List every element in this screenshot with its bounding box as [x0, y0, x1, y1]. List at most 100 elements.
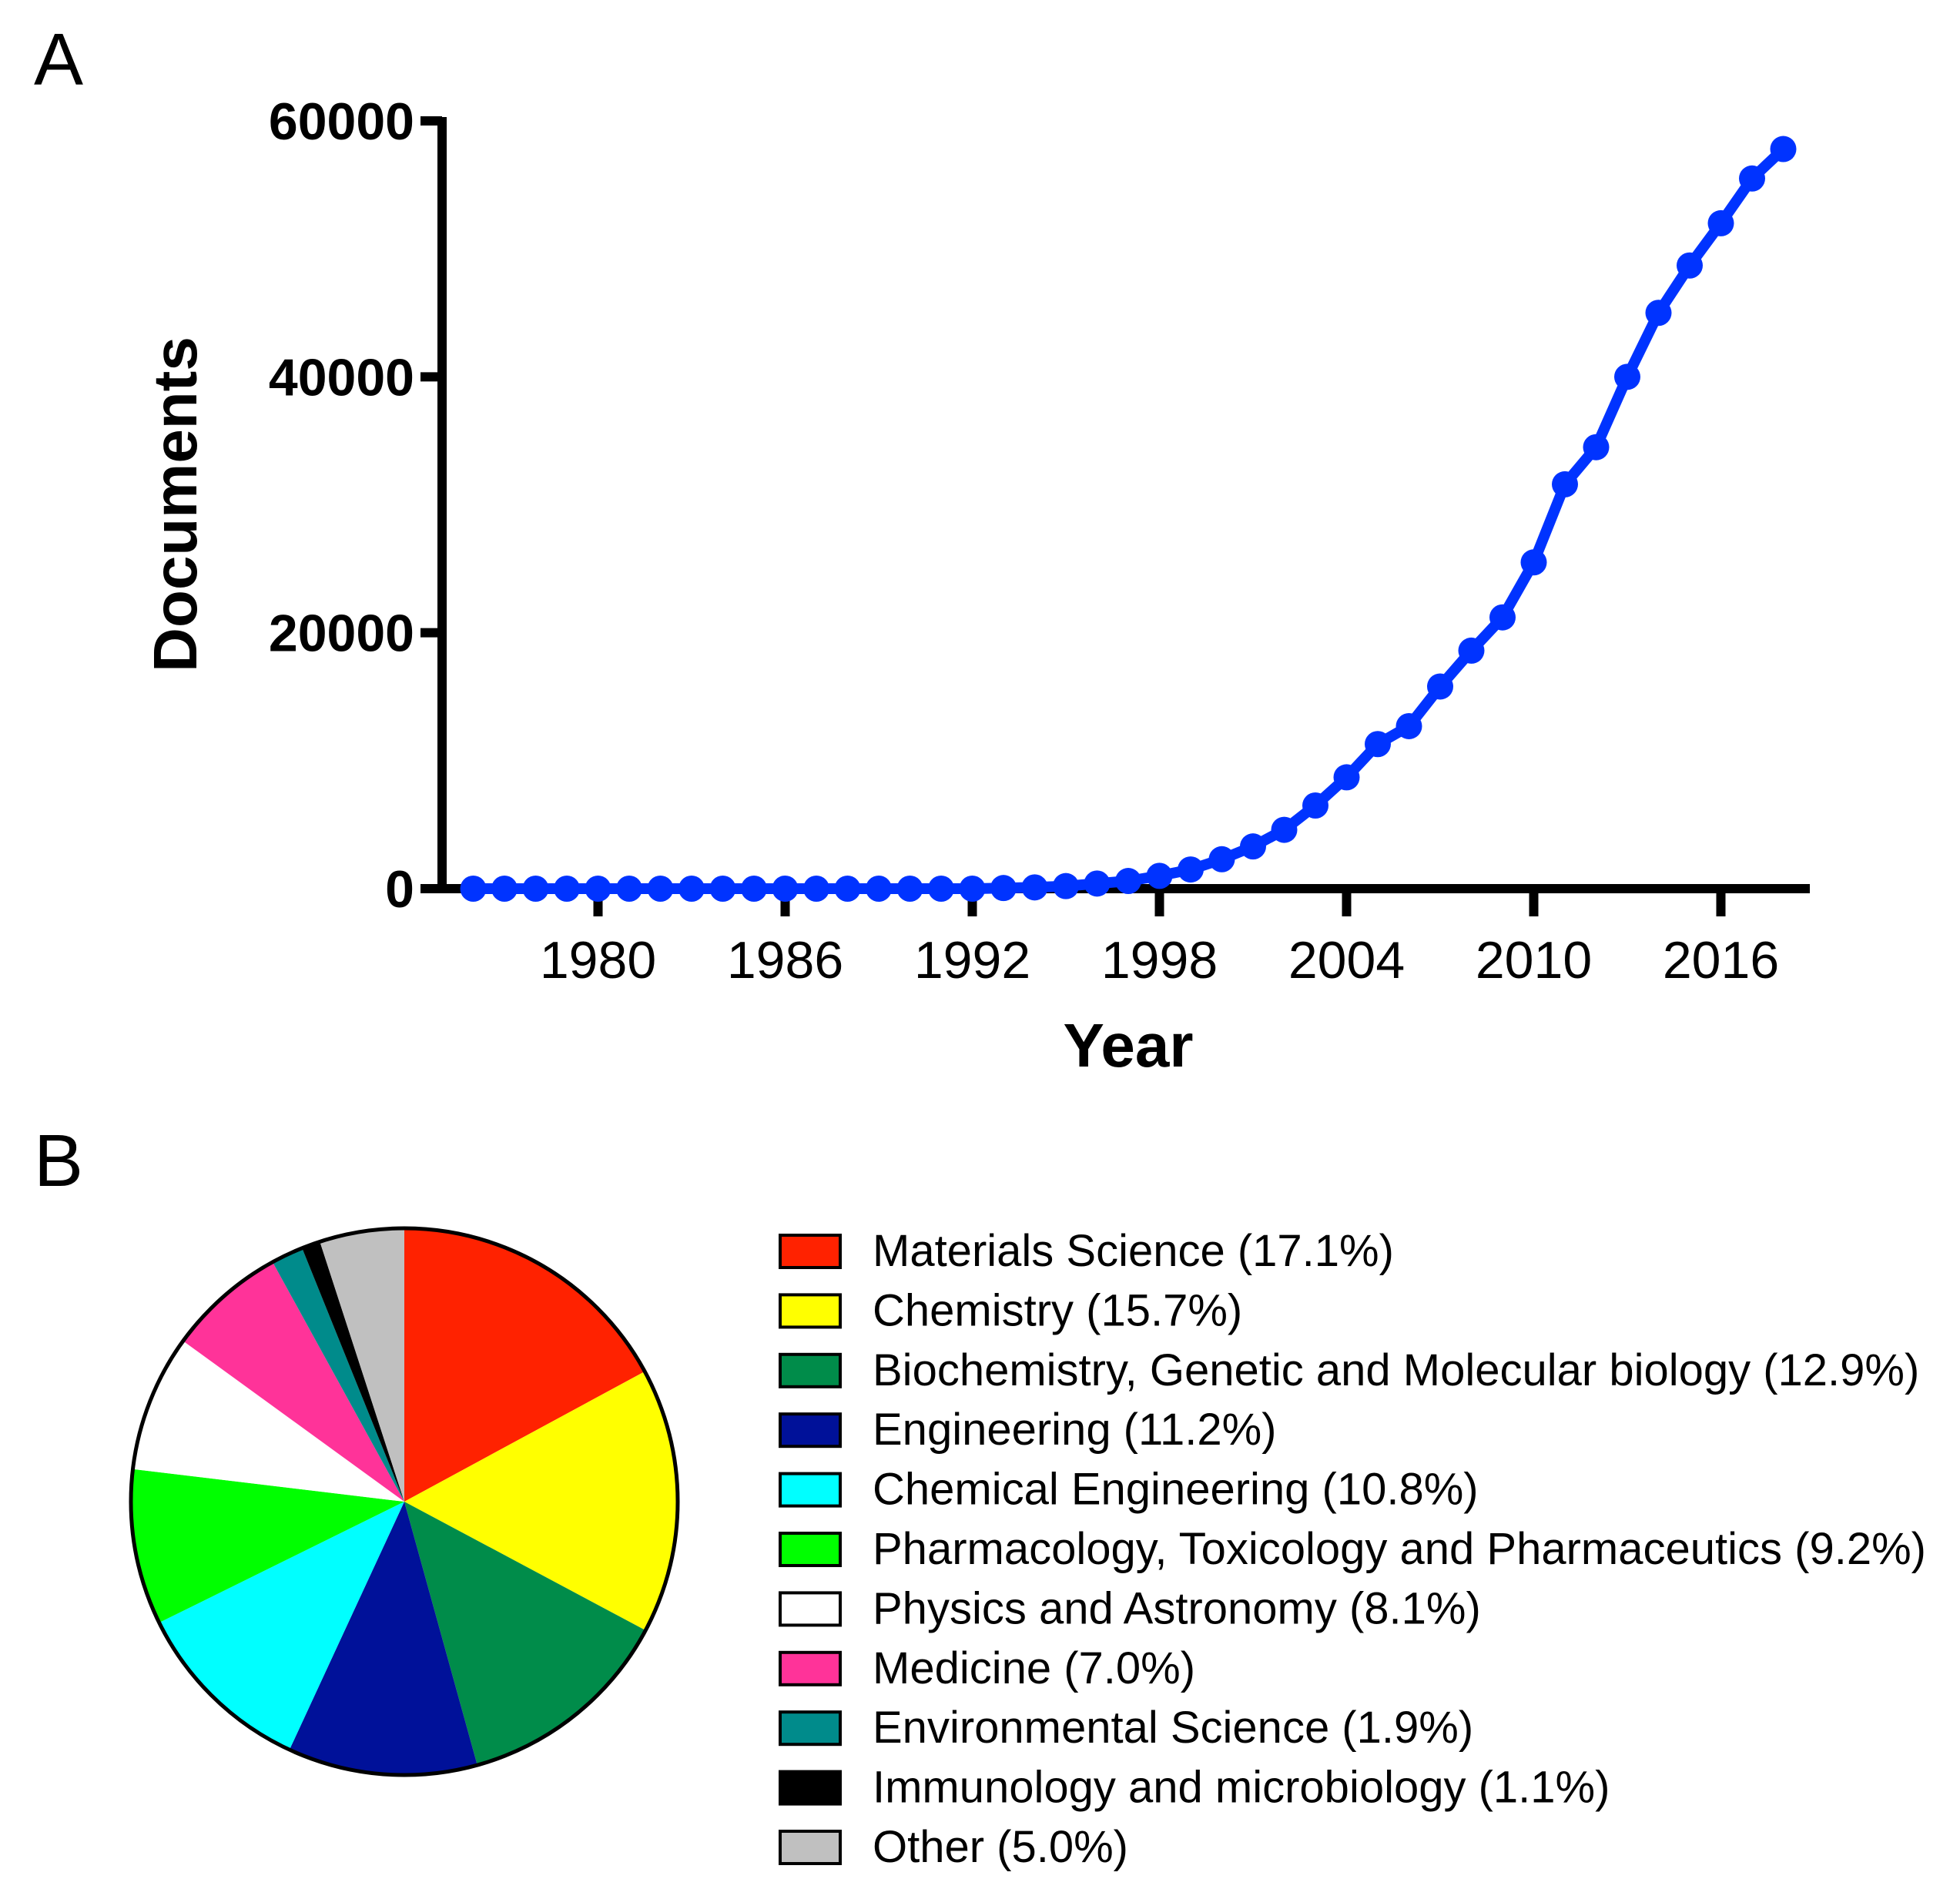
- pie-slice-environmental-science: [272, 1248, 404, 1502]
- panel-b: B Materials Science (17.1%) Chemistry (15…: [34, 1120, 1926, 1872]
- y-tick-label: 20000: [269, 605, 414, 663]
- pie-outline: [129, 1226, 680, 1777]
- legend-swatch-physics-and-astronomy: [779, 1591, 842, 1627]
- data-point: [834, 876, 861, 902]
- pie-slice-immunology-and-microbiology: [302, 1241, 404, 1502]
- pie-slice-pharmacology-toxicology-and-pharmaceutics: [131, 1469, 404, 1623]
- data-point: [1458, 637, 1485, 664]
- legend-label-environmental-science: Environmental Science (1.9%): [873, 1703, 1473, 1753]
- legend-swatch-chemical-engineering: [779, 1472, 842, 1508]
- x-tick-label: 1998: [1101, 931, 1218, 990]
- data-point: [1770, 136, 1797, 162]
- pie-chart: [129, 1226, 680, 1777]
- legend-label-other: Other (5.0%): [873, 1822, 1128, 1872]
- y-tick-label: 60000: [269, 92, 414, 151]
- data-point: [460, 876, 487, 902]
- legend: Materials Science (17.1%) Chemistry (15.7…: [779, 1226, 1926, 1872]
- data-point: [1395, 712, 1422, 739]
- data-point: [1365, 731, 1391, 758]
- x-tick-label: 1992: [914, 931, 1030, 990]
- legend-swatch-medicine: [779, 1650, 842, 1686]
- panel-a: A 0 20000 40000 60000 1980 1986 1992 1998 2004 2…: [34, 18, 1810, 1080]
- y-tick-label: 40000: [269, 348, 414, 407]
- data-point: [1021, 874, 1048, 901]
- panel-a-letter: A: [34, 18, 83, 101]
- x-tick-label: 1980: [540, 931, 656, 990]
- pie-slice-biochemistry-genetic-and-molecular-biology: [404, 1502, 646, 1766]
- legend-label-engineering: Engineering (11.2%): [873, 1405, 1276, 1455]
- x-tick-label: 1986: [727, 931, 843, 990]
- data-point: [1677, 252, 1703, 279]
- data-point: [1053, 872, 1079, 899]
- data-point: [1552, 471, 1578, 497]
- pie-slice-medicine: [183, 1261, 405, 1502]
- data-point: [803, 876, 829, 902]
- x-tick-label: 2010: [1476, 931, 1592, 990]
- data-point: [522, 876, 549, 902]
- data-point: [896, 876, 923, 902]
- y-axis-title: Documents: [141, 337, 209, 672]
- x-ticks: 1980 1986 1992 1998 2004 2010 2016: [540, 889, 1779, 990]
- legend-swatch-pharmacology-toxicology-and-pharmaceutics: [779, 1532, 842, 1567]
- data-point: [990, 875, 1017, 902]
- y-ticks: 0 20000 40000 60000: [269, 92, 442, 919]
- data-point: [678, 876, 705, 902]
- data-point: [928, 876, 954, 902]
- legend-swatch-materials-science: [779, 1234, 842, 1269]
- data-point: [1115, 868, 1141, 895]
- legend-label-immunology-and-microbiology: Immunology and microbiology (1.1%): [873, 1763, 1610, 1813]
- data-point: [1614, 363, 1640, 390]
- data-point: [866, 876, 892, 902]
- legend-label-materials-science: Materials Science (17.1%): [873, 1226, 1394, 1276]
- data-point: [1208, 846, 1235, 872]
- data-point: [741, 876, 767, 902]
- data-point: [1707, 209, 1734, 236]
- legend-label-physics-and-astronomy: Physics and Astronomy (8.1%): [873, 1583, 1481, 1633]
- data-point: [1333, 764, 1360, 791]
- pie-slice-chemical-engineering: [159, 1502, 404, 1750]
- data-point: [647, 876, 674, 902]
- legend-swatch-environmental-science: [779, 1710, 842, 1747]
- data-point: [1271, 816, 1298, 843]
- data-point: [616, 876, 642, 902]
- legend-label-chemical-engineering: Chemical Engineering (10.8%): [873, 1465, 1479, 1515]
- pie-slice-other: [320, 1228, 404, 1502]
- legend-swatch-other: [779, 1830, 842, 1865]
- panel-b-letter: B: [34, 1120, 83, 1202]
- data-point: [585, 876, 611, 902]
- data-point: [1178, 856, 1204, 883]
- y-tick-label: 0: [385, 860, 414, 919]
- x-axis-title: Year: [1063, 1011, 1193, 1080]
- data-point: [1302, 792, 1328, 819]
- legend-label-pharmacology-toxicology-and-pharmaceutics: Pharmacology, Toxicology and Pharmaceuti…: [873, 1524, 1926, 1574]
- data-point: [554, 876, 580, 902]
- data-point: [1084, 870, 1111, 897]
- data-point: [959, 876, 986, 902]
- legend-swatch-engineering: [779, 1412, 842, 1449]
- legend-swatch-biochemistry-genetic-and-molecular-biology: [779, 1352, 842, 1388]
- data-point: [1489, 604, 1516, 631]
- data-point: [1583, 434, 1610, 461]
- series-line-documents: [467, 143, 1789, 894]
- legend-swatch-immunology-and-microbiology: [779, 1770, 842, 1806]
- legend-swatch-chemistry: [779, 1293, 842, 1329]
- legend-label-biochemistry-genetic-and-molecular-biology: Biochemistry, Genetic and Molecular biol…: [873, 1345, 1919, 1395]
- data-point: [1520, 549, 1547, 576]
- pie-slice-physics-and-astronomy: [132, 1341, 404, 1502]
- legend-label-medicine: Medicine (7.0%): [873, 1643, 1195, 1693]
- data-point: [1146, 862, 1173, 889]
- x-tick-label: 2004: [1288, 931, 1405, 990]
- data-point: [1739, 165, 1765, 192]
- data-point: [772, 876, 799, 902]
- data-point: [1427, 673, 1453, 700]
- pie-slice-engineering: [289, 1502, 477, 1775]
- data-point: [709, 876, 736, 902]
- legend-label-chemistry: Chemistry (15.7%): [873, 1285, 1242, 1335]
- pie-slice-chemistry: [404, 1371, 678, 1631]
- data-point: [491, 876, 518, 902]
- data-point: [1240, 833, 1266, 860]
- series-points: [460, 136, 1797, 902]
- data-point: [1645, 300, 1672, 327]
- x-tick-label: 2016: [1663, 931, 1779, 990]
